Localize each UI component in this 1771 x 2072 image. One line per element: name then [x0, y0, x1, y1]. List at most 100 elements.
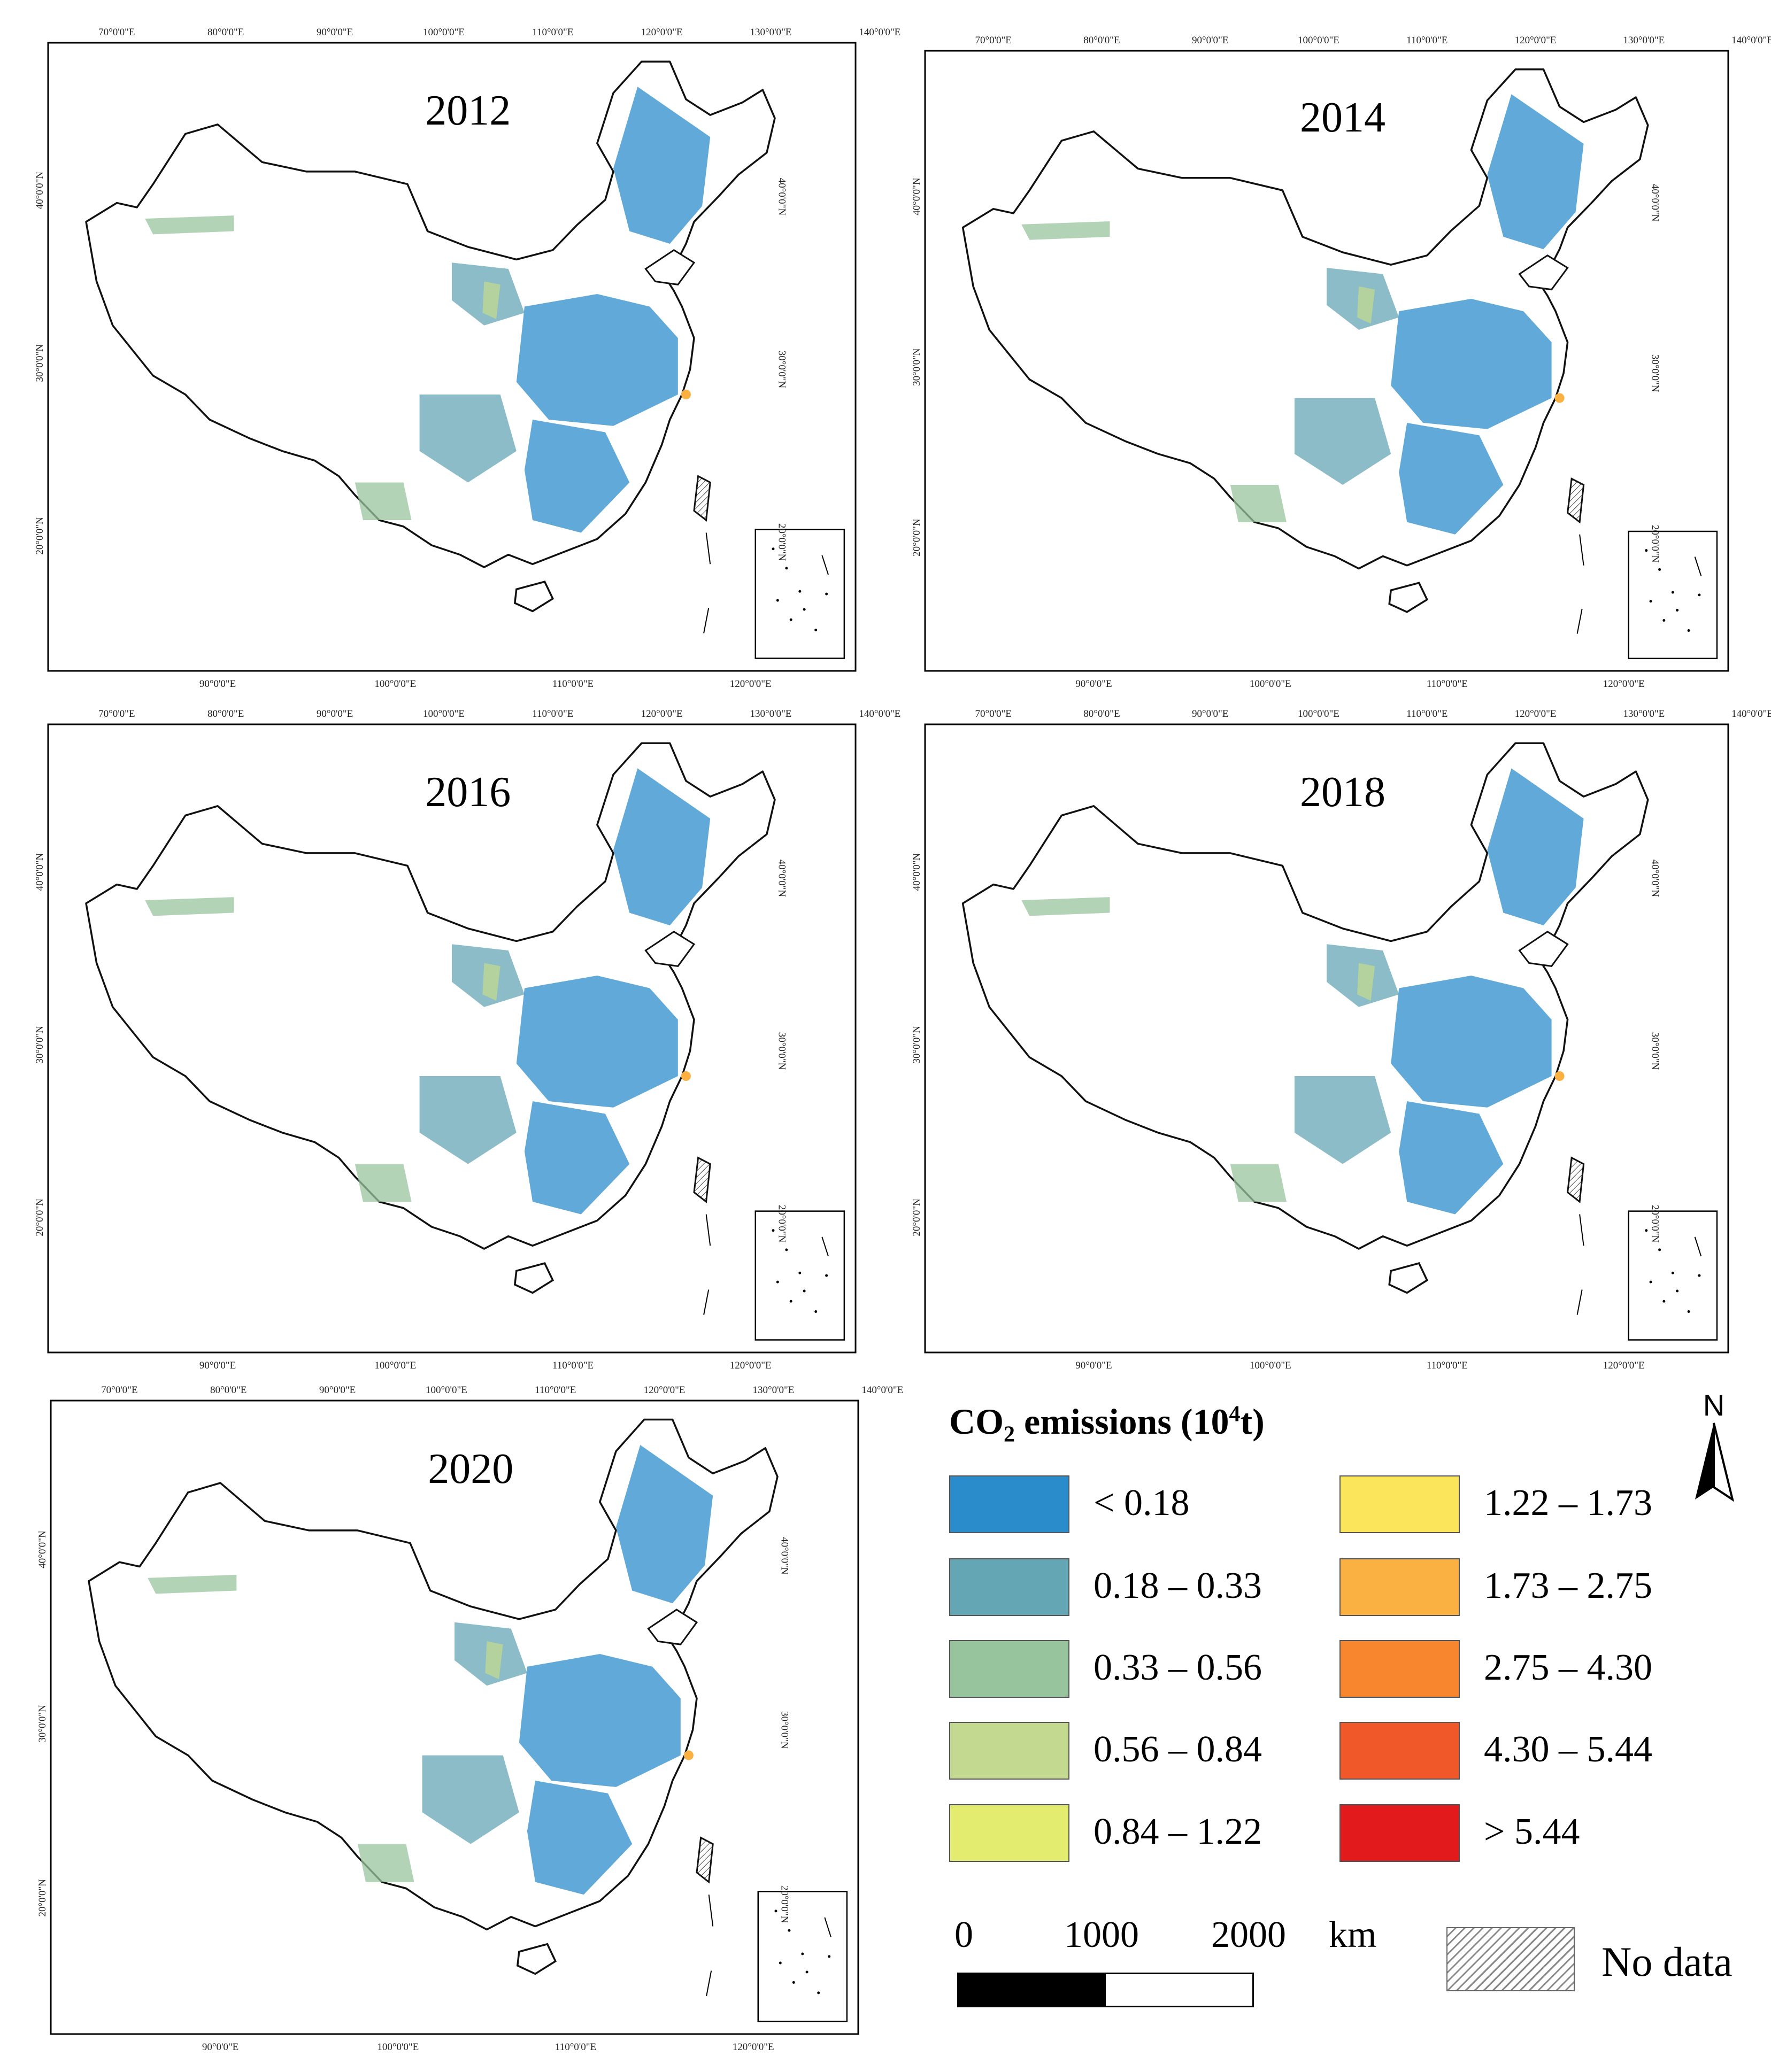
- legend-swatch: [1339, 1804, 1460, 1862]
- tick-label-left: 20°0'0"N: [34, 517, 45, 555]
- south-china-sea-inset: [757, 1891, 848, 2022]
- bohai-bay: [644, 249, 696, 286]
- tick-label-right: 40°0'0"N: [1649, 184, 1660, 222]
- tick-label-top: 140°0'0"E: [861, 1385, 903, 1396]
- emission-area: [419, 1076, 517, 1164]
- south-china-sea-inset: [1628, 530, 1718, 660]
- tick-label-left: 20°0'0"N: [37, 1879, 48, 1917]
- tick-label-top: 90°0'0"E: [319, 1385, 356, 1396]
- tick-label-bottom: 120°0'0"E: [730, 678, 772, 690]
- tick-label-top: 110°0'0"E: [532, 27, 573, 38]
- year-title: 2016: [425, 769, 511, 816]
- map-panel-2020: 70°0'0"E 80°0'0"E 90°0'0"E 100°0'0"E 110°0'0…: [37, 1385, 903, 2053]
- hainan-island: [516, 1943, 557, 1975]
- tick-label-top: 90°0'0"E: [1192, 708, 1228, 720]
- tick-label-right: 30°0'0"N: [776, 351, 788, 389]
- tick-label-left: 30°0'0"N: [34, 1026, 45, 1064]
- map-svg: 70°0'0"E 80°0'0"E 90°0'0"E 100°0'0"E 110°0'0…: [911, 708, 1771, 1371]
- legend-label: 1.22 – 1.73: [1484, 1482, 1652, 1524]
- tick-label-top: 70°0'0"E: [975, 708, 1011, 720]
- taiwan-no-data: [696, 1836, 714, 1884]
- emission-area: [1294, 398, 1391, 485]
- tick-label-right: 40°0'0"N: [1649, 860, 1660, 898]
- tick-label-top: 90°0'0"E: [317, 708, 353, 720]
- tick-label-bottom: 110°0'0"E: [1427, 1360, 1468, 1371]
- tick-label-bottom: 100°0'0"E: [377, 2042, 419, 2053]
- emission-area: [516, 294, 678, 426]
- map-svg: 70°0'0"E 80°0'0"E 90°0'0"E 100°0'0"E 110°0'0…: [37, 1385, 903, 2053]
- tick-label-bottom: 90°0'0"E: [1075, 678, 1112, 690]
- legend-label: 0.84 – 1.22: [1094, 1811, 1262, 1852]
- tick-label-top: 80°0'0"E: [1083, 35, 1120, 46]
- legend-swatch: [949, 1804, 1069, 1862]
- emission-area: [148, 1574, 237, 1594]
- tick-label-top: 130°0'0"E: [750, 708, 792, 720]
- legend-label: 0.18 – 0.33: [1094, 1565, 1262, 1606]
- map-svg: 70°0'0"E 80°0'0"E 90°0'0"E 100°0'0"E 110°0'0…: [34, 708, 900, 1371]
- emission-area: [1357, 286, 1375, 324]
- scale-mid: 1000: [1064, 1914, 1139, 1955]
- tick-label-left: 40°0'0"N: [34, 853, 45, 891]
- emission-area: [1294, 1076, 1391, 1164]
- legend-swatch: [949, 1558, 1069, 1616]
- tick-label-top: 100°0'0"E: [1298, 35, 1339, 46]
- emission-area: [519, 1654, 681, 1787]
- tick-label-top: 90°0'0"E: [317, 27, 353, 38]
- hainan-island: [1388, 582, 1429, 613]
- legend-label: 0.33 – 0.56: [1094, 1647, 1262, 1688]
- legend-label: 2.75 – 4.30: [1484, 1647, 1652, 1688]
- emission-area: [1487, 94, 1584, 250]
- emission-hotspot: [1554, 393, 1565, 403]
- legend-swatch: [1339, 1558, 1460, 1616]
- tick-label-bottom: 120°0'0"E: [1603, 678, 1645, 690]
- tick-label-bottom: 110°0'0"E: [552, 678, 594, 690]
- tick-label-bottom: 120°0'0"E: [730, 1360, 772, 1371]
- emission-hotspot: [681, 1071, 691, 1081]
- tick-label-right: 30°0'0"N: [779, 1711, 790, 1749]
- tick-label-top: 80°0'0"E: [210, 1385, 247, 1396]
- scale-bar-black: [957, 1973, 1107, 2007]
- map-panel-2012: 70°0'0"E 80°0'0"E 90°0'0"E 100°0'0"E 110°0'0…: [34, 27, 900, 690]
- tick-label-bottom: 100°0'0"E: [1250, 1360, 1291, 1371]
- tick-label-top: 140°0'0"E: [859, 708, 900, 720]
- emission-area: [355, 482, 412, 520]
- year-title: 2014: [1300, 94, 1385, 141]
- emission-area: [1391, 299, 1552, 429]
- emission-area: [1399, 1101, 1504, 1215]
- tick-label-right: 20°0'0"N: [1649, 525, 1660, 563]
- tick-label-top: 130°0'0"E: [750, 27, 792, 38]
- tick-label-top: 70°0'0"E: [975, 35, 1011, 46]
- legend: CO2 emissions (104t) < 0.18 0.18 – 0.33 …: [949, 1401, 1751, 2069]
- emission-area: [1357, 963, 1375, 1001]
- tick-label-top: 130°0'0"E: [753, 1385, 795, 1396]
- tick-label-right: 30°0'0"N: [776, 1032, 788, 1070]
- taiwan-no-data: [1567, 477, 1585, 524]
- emission-area: [1399, 423, 1504, 535]
- legend-swatch: [1339, 1475, 1460, 1533]
- emission-hotspot: [683, 1750, 694, 1760]
- bohai-bay: [647, 1609, 698, 1645]
- emission-area: [145, 215, 234, 235]
- tick-label-right: 30°0'0"N: [1649, 1032, 1660, 1070]
- emission-area: [524, 1101, 630, 1215]
- tick-label-top: 140°0'0"E: [1731, 708, 1771, 720]
- emission-area: [613, 87, 711, 244]
- emission-area: [1230, 1164, 1287, 1202]
- legend-swatch: [949, 1475, 1069, 1533]
- no-data-label: No data: [1601, 1938, 1732, 1985]
- map-panel-2014: 70°0'0"E 80°0'0"E 90°0'0"E 100°0'0"E 110°0'0…: [911, 35, 1771, 690]
- emission-area: [482, 281, 500, 319]
- south-china-sea-inset: [754, 1210, 845, 1341]
- map-panel-2018: 70°0'0"E 80°0'0"E 90°0'0"E 100°0'0"E 110°0'0…: [911, 708, 1771, 1371]
- tick-label-top: 70°0'0"E: [98, 27, 135, 38]
- tick-label-bottom: 120°0'0"E: [1603, 1360, 1645, 1371]
- tick-label-right: 40°0'0"N: [776, 860, 788, 898]
- emission-area: [613, 768, 711, 925]
- tick-label-top: 100°0'0"E: [423, 27, 465, 38]
- tick-label-left: 30°0'0"N: [911, 1026, 922, 1064]
- emission-hotspot: [1554, 1071, 1565, 1081]
- tick-label-left: 40°0'0"N: [34, 172, 45, 210]
- tick-label-bottom: 110°0'0"E: [1427, 678, 1468, 690]
- emission-area: [527, 1781, 633, 1895]
- tick-label-top: 70°0'0"E: [101, 1385, 137, 1396]
